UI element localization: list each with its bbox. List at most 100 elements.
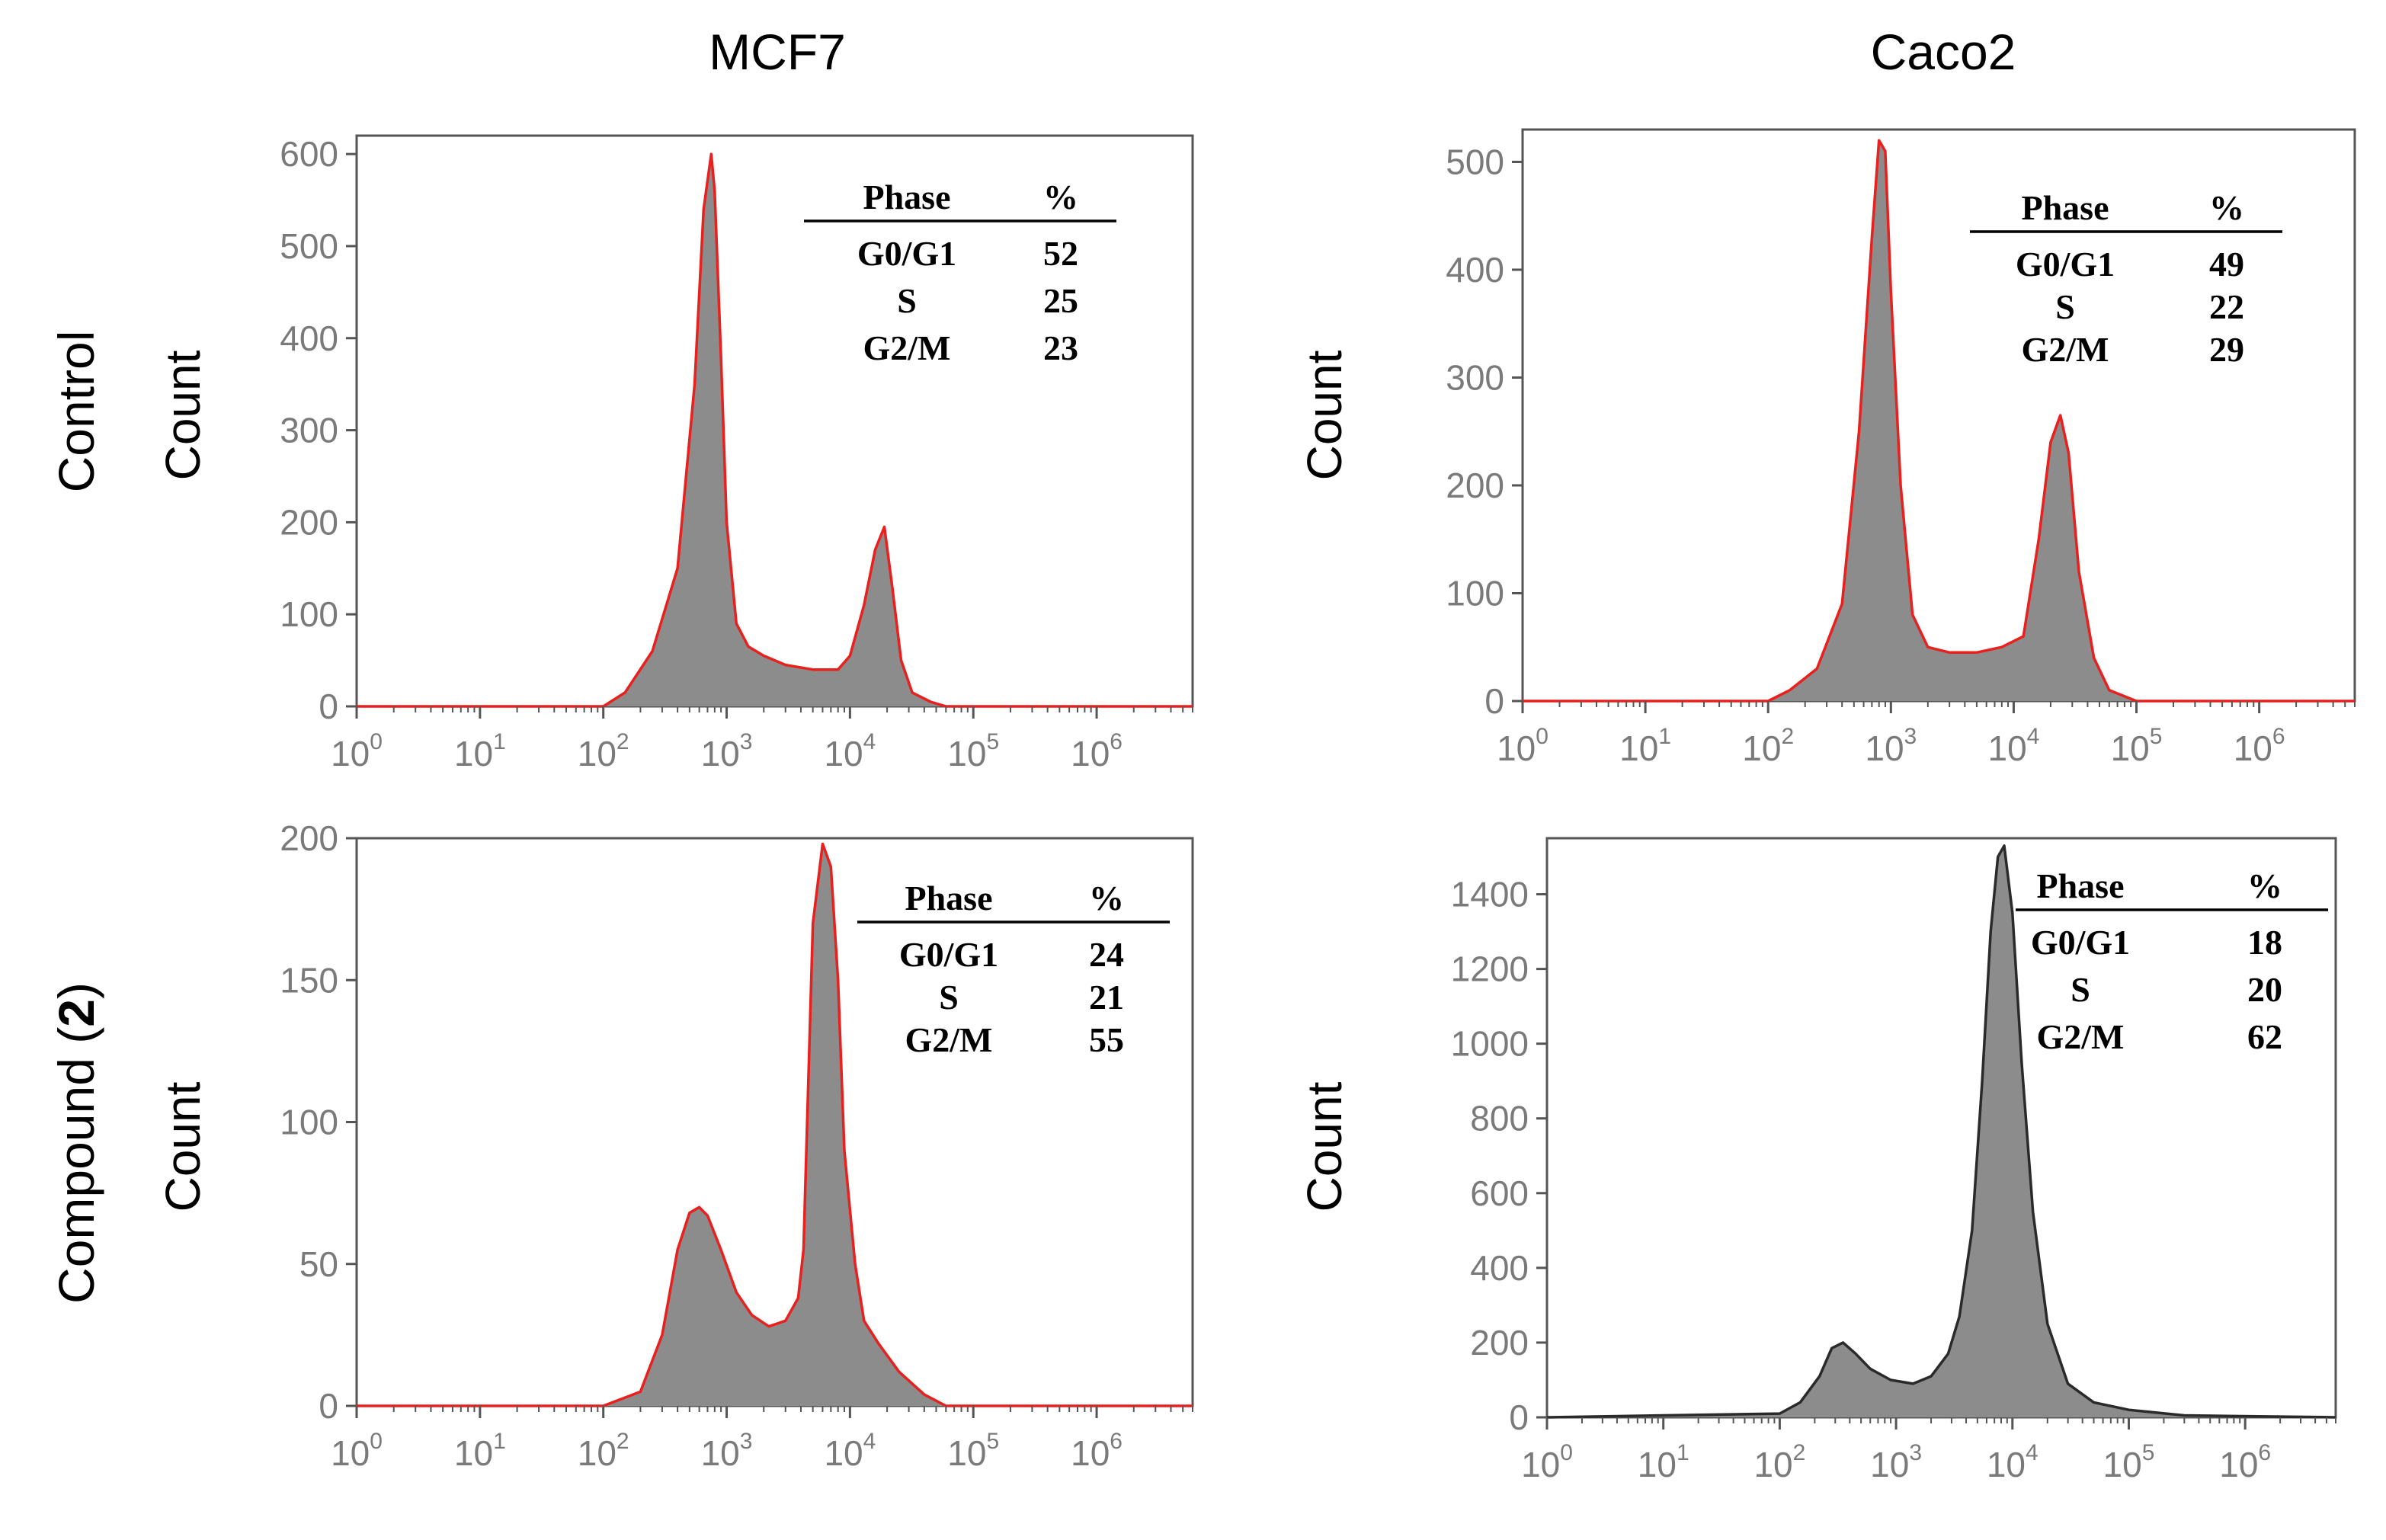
phase-name: G2/M xyxy=(2022,330,2109,369)
phase-name: G2/M xyxy=(863,328,951,367)
y-tick-label: 0 xyxy=(319,687,338,726)
phase-percent: 29 xyxy=(2209,330,2244,369)
y-tick-label: 800 xyxy=(1470,1099,1529,1138)
x-tick-label: 102 xyxy=(1742,724,1794,768)
x-tick-label: 103 xyxy=(1865,724,1917,768)
phase-percent: 25 xyxy=(1043,281,1078,320)
y-tick-label: 0 xyxy=(1509,1398,1529,1437)
y-tick-label: 500 xyxy=(1446,142,1504,181)
y-axis-title: Count xyxy=(1297,350,1352,480)
y-tick-label: 150 xyxy=(280,960,338,1000)
plot-frame xyxy=(1545,837,2337,1419)
y-axis-title: Count xyxy=(155,350,210,480)
x-tick-label: 102 xyxy=(578,1429,629,1473)
y-tick-label: 600 xyxy=(280,134,338,174)
x-tick-label: 102 xyxy=(1753,1440,1805,1484)
y-tick-label: 600 xyxy=(1470,1173,1529,1213)
x-tick-label: 106 xyxy=(1071,729,1123,773)
x-tick-label: 106 xyxy=(2234,724,2285,768)
y-axis-title: Count xyxy=(1297,1081,1352,1212)
phase-percent: 24 xyxy=(1089,935,1124,974)
phase-percent: 23 xyxy=(1043,328,1078,367)
y-tick-label: 200 xyxy=(1470,1323,1529,1362)
x-tick-label: 104 xyxy=(824,1429,876,1473)
x-tick-label: 103 xyxy=(701,1429,753,1473)
phase-name: S xyxy=(2055,287,2075,326)
x-tick-label: 106 xyxy=(2219,1440,2271,1484)
chart-caco2-compound2: 0 200 400 600 800 1000 1200 1400 100 101 102 103 104… xyxy=(1297,837,2337,1484)
phase-percent: 62 xyxy=(2247,1017,2282,1056)
phase-name: S xyxy=(897,281,917,320)
phase-name: G0/G1 xyxy=(857,234,956,273)
x-tick-label: 103 xyxy=(701,729,753,773)
x-tick-label: 101 xyxy=(454,1429,506,1473)
x-tick-label: 105 xyxy=(947,729,999,773)
y-tick-label: 1000 xyxy=(1451,1024,1529,1064)
x-tick-label: 100 xyxy=(331,729,383,773)
x-tick-label: 101 xyxy=(1619,724,1671,768)
x-tick-label: 101 xyxy=(454,729,506,773)
column-title-caco2: Caco2 xyxy=(1870,24,2016,80)
x-tick-label: 105 xyxy=(2111,724,2163,768)
plot-frame xyxy=(1521,128,2356,703)
x-tick-label: 106 xyxy=(1071,1429,1123,1473)
phase-table: Phase % G0/G1 18 S 20 G2/M 62 xyxy=(2016,866,2328,1056)
phase-percent: 20 xyxy=(2247,970,2282,1009)
y-tick-label: 400 xyxy=(280,319,338,358)
phase-table: Phase % G0/G1 49 S 22 G2/M 29 xyxy=(1970,188,2282,369)
x-tick-label: 103 xyxy=(1870,1440,1922,1484)
phase-name: G0/G1 xyxy=(2031,923,2130,962)
y-tick-label: 0 xyxy=(1484,681,1504,721)
phase-name: G0/G1 xyxy=(2016,245,2115,283)
plot-frame xyxy=(355,837,1194,1407)
x-tick-label: 100 xyxy=(1521,1440,1573,1484)
y-tick-label: 200 xyxy=(280,502,338,542)
x-tick-label: 101 xyxy=(1638,1440,1689,1484)
phase-header: Phase xyxy=(905,879,993,917)
x-tick-label: 105 xyxy=(2103,1440,2155,1484)
y-tick-label: 400 xyxy=(1470,1248,1529,1288)
percent-header: % xyxy=(1089,879,1124,917)
y-tick-label: 100 xyxy=(280,1103,338,1142)
histogram-outline xyxy=(1546,844,2336,1419)
plot-frame xyxy=(355,134,1194,708)
y-tick-label: 300 xyxy=(280,411,338,450)
y-tick-label: 1400 xyxy=(1451,875,1529,914)
phase-header: Phase xyxy=(2037,866,2125,905)
x-tick-label: 104 xyxy=(1987,724,2039,768)
y-tick-label: 1200 xyxy=(1451,949,1529,989)
phase-name: G2/M xyxy=(905,1020,993,1059)
phase-name: S xyxy=(939,978,959,1017)
y-axis-title: Count xyxy=(155,1081,210,1212)
phase-name: S xyxy=(2071,970,2090,1009)
phase-percent: 55 xyxy=(1089,1020,1124,1059)
histogram-outline xyxy=(357,842,1193,1407)
y-tick-label: 100 xyxy=(1446,573,1504,613)
phase-percent: 18 xyxy=(2247,923,2282,962)
x-tick-label: 104 xyxy=(1987,1440,2039,1484)
x-tick-label: 102 xyxy=(578,729,629,773)
y-tick-label: 0 xyxy=(319,1386,338,1426)
column-title-mcf7: MCF7 xyxy=(709,24,846,80)
x-tick-label: 104 xyxy=(824,729,876,773)
phase-header: Phase xyxy=(863,178,951,216)
y-tick-label: 200 xyxy=(1446,466,1504,505)
percent-header: % xyxy=(2247,866,2282,905)
phase-percent: 21 xyxy=(1089,978,1124,1017)
y-tick-label: 100 xyxy=(280,594,338,634)
y-tick-label: 300 xyxy=(1446,357,1504,397)
percent-header: % xyxy=(1043,178,1078,216)
y-tick-label: 50 xyxy=(299,1244,338,1284)
x-tick-label: 100 xyxy=(1497,724,1548,768)
y-tick-label: 200 xyxy=(280,818,338,858)
phase-percent: 52 xyxy=(1043,234,1078,273)
histogram-outline xyxy=(357,152,1193,708)
y-tick-label: 500 xyxy=(280,226,338,266)
phase-percent: 22 xyxy=(2209,287,2244,326)
x-tick-label: 100 xyxy=(331,1429,383,1473)
y-tick-label: 400 xyxy=(1446,250,1504,290)
